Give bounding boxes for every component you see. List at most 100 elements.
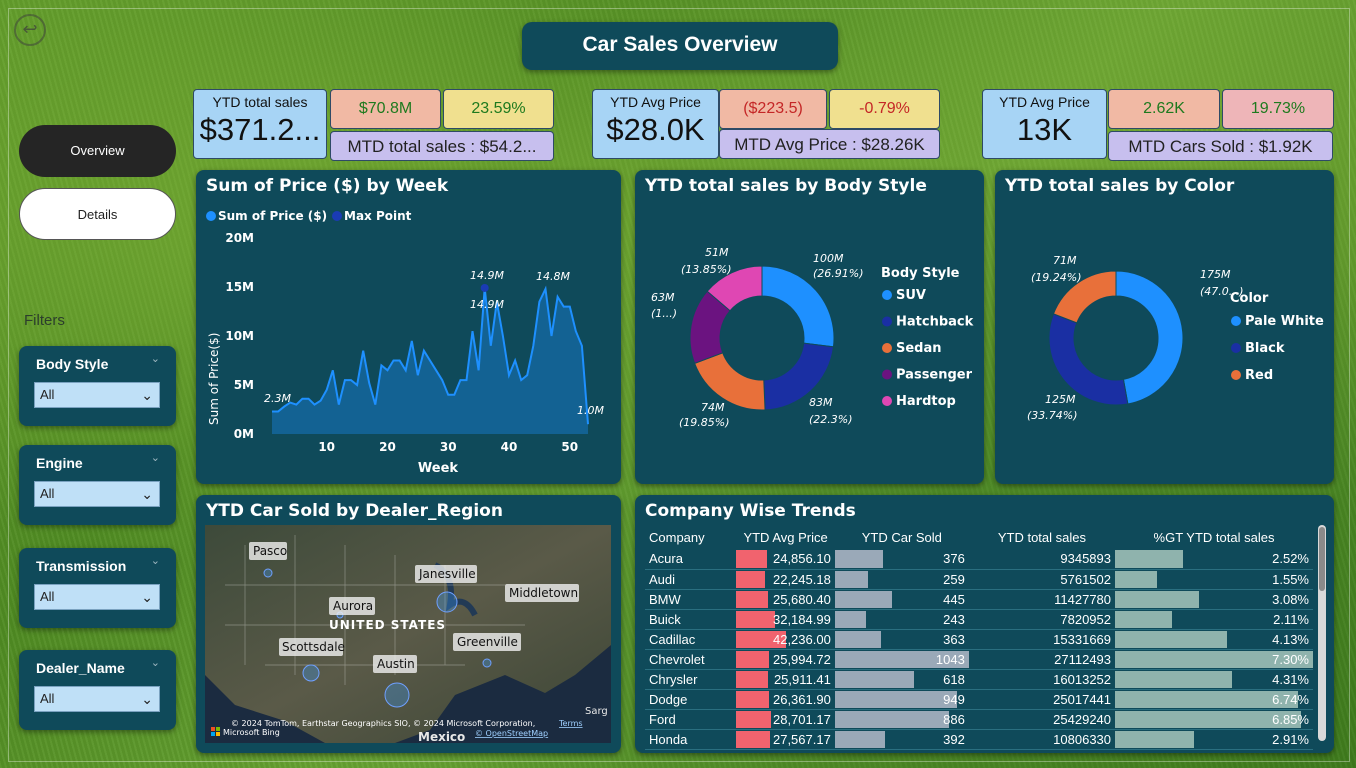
table-row[interactable]: Honda 27,567.17 392 10806330 2.91% xyxy=(645,729,1313,750)
kpi-price-delta-abs: ($223.5) xyxy=(719,89,827,129)
y-tick-label: 5M xyxy=(234,378,254,392)
chevron-down-icon[interactable]: ⌄ xyxy=(150,656,160,669)
legend-suv[interactable]: SUV xyxy=(896,288,926,303)
dealer-region-map[interactable]: Pasco Janesville Aurora Middletown Scott… xyxy=(205,525,611,743)
transmission-dropdown[interactable]: All ⌄ xyxy=(34,584,160,610)
cell-text: Dodge xyxy=(649,691,688,707)
chevron-down-icon[interactable]: ⌄ xyxy=(150,352,160,365)
cell-text: 28,701.17 xyxy=(772,711,831,727)
legend-dot xyxy=(1231,343,1241,353)
map-terms-link[interactable]: Terms xyxy=(558,719,583,728)
bubble-pasco[interactable] xyxy=(263,568,273,578)
legend-sedan[interactable]: Sedan xyxy=(896,341,942,356)
legend-title: Body Style xyxy=(881,266,960,281)
cell-avg-price: 25,994.72 xyxy=(736,649,835,670)
table-row[interactable]: Ford 28,701.17 886 25429240 6.85% xyxy=(645,709,1313,730)
legend-passenger[interactable]: Passenger xyxy=(896,368,973,383)
cell-avg-price: 27,567.17 xyxy=(736,729,835,750)
col-header-company[interactable]: Company xyxy=(649,529,705,545)
cell-car-sold: 949 xyxy=(834,689,969,710)
chevron-down-icon[interactable]: ⌄ xyxy=(150,451,160,464)
scrollbar-thumb[interactable] xyxy=(1319,527,1325,591)
body-style-dropdown[interactable]: All ⌄ xyxy=(34,382,160,408)
data-bar xyxy=(834,590,892,608)
data-bar xyxy=(834,610,867,628)
col-header-pct-gt[interactable]: %GT YTD total sales xyxy=(1153,529,1275,545)
legend-hatchback[interactable]: Hatchback xyxy=(896,315,974,330)
x-tick-label: 40 xyxy=(501,440,518,454)
cell-car-sold: 445 xyxy=(834,589,969,610)
back-icon[interactable]: ↩ xyxy=(14,14,46,46)
cell-text: Honda xyxy=(649,731,688,747)
data-label: 51M xyxy=(705,246,729,259)
slice-pale-white[interactable] xyxy=(1115,270,1184,405)
cell-text: 15331669 xyxy=(1053,631,1112,647)
table-row[interactable]: Acura 24,856.10 376 9345893 2.52% xyxy=(645,549,1313,570)
col-header-avg-price[interactable]: YTD Avg Price xyxy=(743,529,828,545)
table-scrollbar[interactable] xyxy=(1318,525,1326,741)
nav-details-button[interactable]: Details xyxy=(19,188,176,240)
data-label: (47.0...) xyxy=(1200,285,1244,298)
engine-dropdown[interactable]: All ⌄ xyxy=(34,481,160,507)
line-chart[interactable]: Sum of Price ($) Max Point Sum of Price(… xyxy=(196,170,621,484)
table-row[interactable]: Audi 22,245.18 259 5761502 1.55% xyxy=(645,569,1313,590)
slice-hardtop[interactable] xyxy=(706,265,763,312)
col-header-total-sales[interactable]: YTD total sales xyxy=(997,529,1086,545)
cell-text: 445 xyxy=(943,591,965,607)
company-trends-panel: Company Wise Trends Company YTD Avg Pric… xyxy=(635,495,1334,753)
table-row[interactable]: Dodge 26,361.90 949 25017441 6.74% xyxy=(645,689,1313,710)
slicer-label: Transmission xyxy=(36,558,127,574)
table-row[interactable]: Chevrolet 25,994.72 1043 27112493 7.30% xyxy=(645,649,1313,670)
body-style-donut[interactable]: Body Style SUV Hatchback Sedan Passenger Har… xyxy=(635,170,984,484)
legend-sum-price: Sum of Price ($) xyxy=(218,209,327,223)
cell-text: Audi xyxy=(649,571,676,587)
cell-company: Ford xyxy=(645,709,737,730)
table-header-row: Company YTD Avg Price YTD Car Sold YTD t… xyxy=(645,525,1313,549)
chevron-down-icon[interactable]: ⌄ xyxy=(150,554,160,567)
kpi-ytd-cars-sold: YTD Avg Price 13K xyxy=(982,89,1107,159)
city-label-greenville: Greenville xyxy=(457,635,518,649)
data-bar xyxy=(1115,690,1298,708)
cell-company: Honda xyxy=(645,729,737,750)
data-label: (22.3%) xyxy=(809,413,853,426)
data-label: 14.9M xyxy=(470,269,504,282)
legend-pale-white[interactable]: Pale White xyxy=(1245,314,1324,329)
col-header-car-sold[interactable]: YTD Car Sold xyxy=(861,529,942,545)
table-row[interactable]: Buick 32,184.99 243 7820952 2.11% xyxy=(645,609,1313,630)
legend-black[interactable]: Black xyxy=(1245,341,1285,356)
cell-text: 24,856.10 xyxy=(772,551,831,567)
legend-dot xyxy=(882,316,892,327)
cell-text: 25017441 xyxy=(1053,691,1112,707)
filters-label: Filters xyxy=(24,312,65,329)
bing-label: Microsoft Bing xyxy=(223,728,280,737)
legend-hardtop[interactable]: Hardtop xyxy=(896,394,956,409)
kpi-sales-delta-pct: 23.59% xyxy=(443,89,554,129)
cell-company: Acura xyxy=(645,549,737,570)
y-tick-label: 20M xyxy=(225,231,254,245)
max-point-marker[interactable] xyxy=(480,283,489,292)
slice-black[interactable] xyxy=(1048,313,1129,406)
dealer-name-dropdown[interactable]: All ⌄ xyxy=(34,686,160,712)
table-row[interactable]: BMW 25,680.40 445 11427780 3.08% xyxy=(645,589,1313,610)
data-label: 14.8M xyxy=(536,270,570,283)
table-row[interactable]: Cadillac 42,236.00 363 15331669 4.13% xyxy=(645,629,1313,650)
osm-link[interactable]: © OpenStreetMap xyxy=(475,729,548,738)
table-row[interactable]: Chrysler 25,911.41 618 16013252 4.31% xyxy=(645,669,1313,690)
bubble-janesville[interactable] xyxy=(436,591,458,613)
cell-total-sales: 11427780 xyxy=(968,589,1116,610)
slice-red[interactable] xyxy=(1052,270,1117,324)
slicer-body-style: Body Style ⌄ All ⌄ xyxy=(19,346,176,426)
nav-overview-button[interactable]: Overview xyxy=(19,125,176,177)
bing-logo-icon xyxy=(211,727,215,731)
bubble-scottsdale[interactable] xyxy=(302,664,320,682)
data-label: (33.74%) xyxy=(1027,409,1078,422)
map-panel: YTD Car Sold by Dealer_Region Pasco Jane… xyxy=(196,495,621,753)
cell-company: Cadillac xyxy=(645,629,737,650)
cell-text: 25,911.41 xyxy=(773,671,831,687)
cell-avg-price: 42,236.00 xyxy=(736,629,835,650)
legend-red[interactable]: Red xyxy=(1245,368,1273,383)
data-label: 1.0M xyxy=(577,404,604,417)
bubble-greenville[interactable] xyxy=(482,658,492,668)
bubble-austin[interactable] xyxy=(384,682,410,708)
